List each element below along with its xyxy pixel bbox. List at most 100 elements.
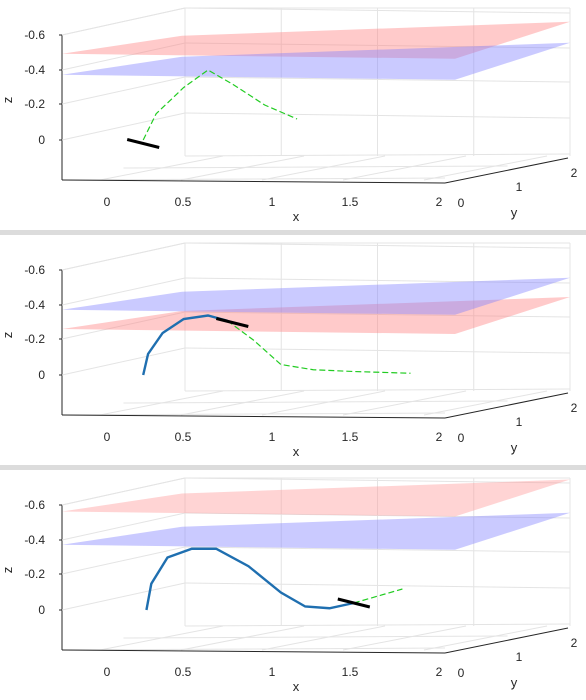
z-tick-label: -0.2 — [24, 97, 45, 111]
surface-lower — [62, 42, 570, 80]
grid-line — [423, 625, 548, 651]
y-tick-label: 0 — [458, 431, 465, 445]
trajectory-executed-line — [145, 547, 355, 611]
grid-line — [342, 155, 467, 181]
y-axis-line — [444, 627, 569, 654]
plot-panel-2: -0.6 -0.4 -0.2 0 z 0 0.5 1 1.5 2 x 0 1 2 y — [0, 235, 586, 465]
z-tick-label: -0.4 — [24, 63, 45, 77]
grid-line — [184, 582, 571, 589]
grid-line — [184, 388, 571, 392]
y-tick-label: 1 — [516, 180, 523, 194]
x-tick-label: 1 — [269, 195, 276, 209]
x-axis-label: x — [293, 209, 300, 224]
grid-line — [184, 112, 571, 119]
surface-upper — [62, 479, 570, 517]
z-axis-label: z — [0, 332, 15, 339]
grid-line — [61, 412, 446, 416]
grid-line — [61, 7, 186, 36]
grid-line — [61, 177, 446, 181]
grid-line — [184, 242, 571, 249]
z-tick-label: -0.6 — [24, 498, 45, 512]
x-axis-line — [61, 649, 446, 654]
y-axis-line — [444, 392, 569, 419]
x-axis-line — [61, 414, 446, 419]
z-axis-label: z — [0, 97, 15, 104]
x-tick-label: 0.5 — [175, 665, 192, 679]
z-axis-label: z — [0, 567, 15, 574]
x-tick-label: 0 — [104, 665, 111, 679]
vehicle-marker — [337, 597, 371, 609]
grid-line — [261, 390, 386, 416]
x-tick-label: 2 — [436, 195, 443, 209]
z-tick-label: -0.2 — [24, 332, 45, 346]
grid-line — [184, 347, 571, 354]
plot-panel-3: -0.6 -0.4 -0.2 0 z 0 0.5 1 1.5 2 x 0 1 2 y — [0, 470, 586, 700]
grid-line — [61, 42, 186, 71]
z-tick-label: 0 — [38, 133, 45, 147]
grid-line — [184, 42, 571, 49]
grid-line — [61, 546, 186, 575]
grid-line — [61, 112, 186, 141]
x-tick-label: 1.5 — [342, 430, 359, 444]
3d-plot-2: -0.6 -0.4 -0.2 0 z 0 0.5 1 1.5 2 x 0 1 2 y — [0, 242, 578, 459]
grid-line — [123, 635, 508, 639]
grid-line — [180, 155, 305, 181]
surface-upper — [62, 21, 570, 59]
surface-lower — [62, 512, 570, 550]
grid-line — [342, 625, 467, 651]
grid-line — [423, 155, 548, 181]
y-tick-label: 2 — [571, 636, 578, 650]
x-tick-label: 0 — [104, 195, 111, 209]
x-tick-label: 0 — [104, 430, 111, 444]
z-tick-label: 0 — [38, 368, 45, 382]
grid-line — [342, 390, 467, 416]
z-tick-label: -0.2 — [24, 567, 45, 581]
grid-line — [61, 477, 186, 506]
y-axis-label: y — [511, 205, 518, 220]
y-tick-label: 0 — [458, 196, 465, 210]
z-tick-label: -0.6 — [24, 263, 45, 277]
grid-line — [61, 647, 446, 651]
vehicle-marker — [126, 138, 160, 149]
x-tick-label: 0.5 — [175, 430, 192, 444]
z-tick-label: -0.6 — [24, 28, 45, 42]
grid-line — [261, 625, 386, 651]
grid-line — [184, 7, 571, 14]
plot-panel-1: -0.6 -0.4 -0.2 0 z 0 0.5 1 1.5 2 x 0 1 2 y — [0, 0, 586, 230]
trajectory-planned-line — [353, 588, 403, 604]
y-tick-label: 2 — [571, 401, 578, 415]
grid-line — [184, 546, 571, 553]
grid-line — [123, 400, 508, 404]
x-tick-label: 2 — [436, 665, 443, 679]
grid-line — [261, 155, 386, 181]
y-axis-line — [444, 157, 569, 184]
y-tick-label: 0 — [458, 666, 465, 680]
grid-line — [61, 311, 186, 340]
grid-line — [180, 625, 305, 651]
surface-lower — [62, 297, 570, 334]
z-tick-label: -0.4 — [24, 298, 45, 312]
grid-line — [423, 390, 548, 416]
grid-line — [61, 242, 186, 271]
3d-plot-3: -0.6 -0.4 -0.2 0 z 0 0.5 1 1.5 2 x 0 1 2 y — [0, 477, 578, 694]
x-axis-label: x — [293, 679, 300, 694]
x-axis-line — [61, 179, 446, 184]
vehicle-marker — [215, 317, 249, 328]
grid-line — [61, 76, 186, 105]
grid-line — [61, 277, 186, 306]
y-axis-label: y — [511, 675, 518, 690]
grid-line — [61, 347, 186, 376]
grid-line — [184, 623, 571, 627]
trajectory-planned-line — [142, 69, 298, 141]
x-tick-label: 1 — [269, 665, 276, 679]
grid-line — [61, 512, 186, 541]
trajectory-executed-line — [142, 314, 228, 376]
grid-line — [184, 311, 571, 318]
surface-upper — [62, 277, 570, 315]
z-tick-label: 0 — [38, 603, 45, 617]
x-axis-label: x — [293, 444, 300, 459]
grid-line — [184, 277, 571, 284]
y-tick-label: 2 — [571, 166, 578, 180]
grid-line — [184, 477, 571, 484]
3d-plot-1: -0.6 -0.4 -0.2 0 z 0 0.5 1 1.5 2 x 0 1 2 y — [0, 7, 578, 224]
